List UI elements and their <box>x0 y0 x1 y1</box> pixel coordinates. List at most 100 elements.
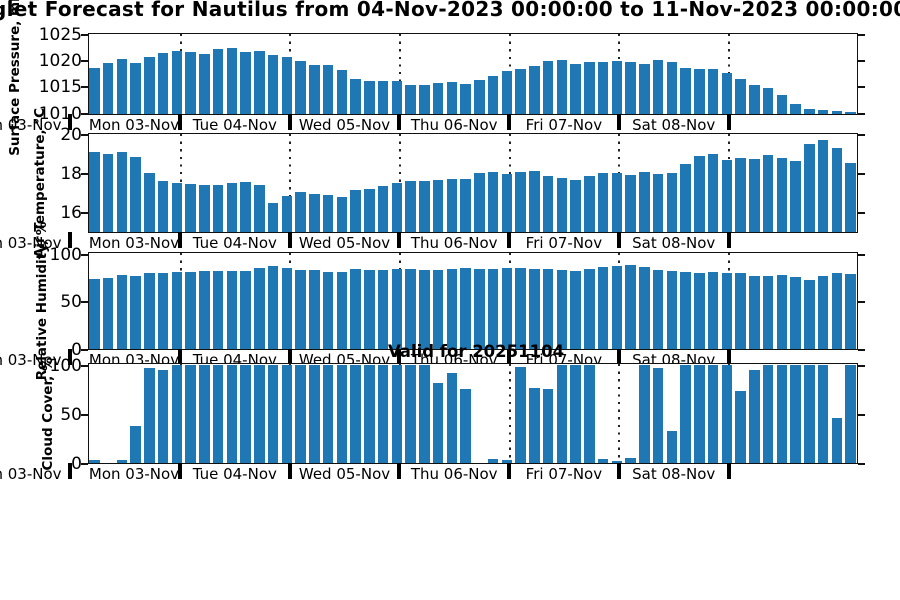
bar <box>309 364 320 463</box>
bar <box>611 461 623 463</box>
bar <box>281 56 293 114</box>
bar <box>322 271 334 349</box>
day-boundary-tick <box>726 232 731 248</box>
bar <box>267 202 279 232</box>
y-axis-tick <box>81 112 88 115</box>
bar <box>804 364 815 463</box>
bar <box>721 364 733 463</box>
bar <box>584 176 595 232</box>
bar <box>749 159 760 232</box>
y-axis-tick <box>858 349 865 351</box>
bar <box>625 458 636 463</box>
bar <box>611 173 623 232</box>
bar <box>157 369 169 463</box>
bar <box>460 83 471 114</box>
bar <box>419 181 430 232</box>
bar <box>735 272 746 349</box>
x-day-label: Tue 04-Nov <box>192 465 277 483</box>
bar <box>749 275 760 349</box>
bar <box>254 51 265 114</box>
bar <box>295 191 306 232</box>
bar <box>171 364 183 463</box>
y-tick-label: 100 <box>49 355 82 376</box>
bar <box>556 178 568 232</box>
day-boundary-tick <box>397 349 402 365</box>
y-axis-tick <box>858 133 865 136</box>
bar <box>199 53 210 114</box>
bar <box>515 69 526 114</box>
bar <box>542 269 554 349</box>
bar <box>749 85 760 114</box>
bar <box>556 364 568 463</box>
bar <box>817 109 829 114</box>
bar <box>529 387 540 463</box>
x-day-label: Fri 07-Nov <box>525 234 603 252</box>
bar <box>171 182 183 232</box>
bar <box>776 95 788 114</box>
bar <box>377 185 389 232</box>
x-day-label: Mon 03-Nov <box>88 234 180 252</box>
bar <box>336 364 348 463</box>
bar <box>144 173 155 232</box>
bar <box>350 189 361 232</box>
y-tick-label: 1025 <box>38 24 82 45</box>
bar <box>144 57 155 114</box>
y-tick-label: 1015 <box>38 77 82 98</box>
bar <box>102 62 114 114</box>
bar <box>542 389 554 463</box>
bar <box>336 196 348 232</box>
bar <box>776 274 788 349</box>
y-axis-tick <box>81 349 88 351</box>
bar <box>199 184 210 232</box>
bar <box>625 175 636 232</box>
y-axis-tick <box>858 301 865 304</box>
bar <box>529 65 540 114</box>
y-axis-tick <box>858 413 865 416</box>
bar <box>680 67 691 114</box>
bar <box>611 266 623 349</box>
y-axis-tick <box>858 364 865 367</box>
bar <box>749 369 760 463</box>
bar <box>309 65 320 114</box>
bar <box>446 179 458 232</box>
bar <box>212 270 224 349</box>
bar <box>89 151 100 232</box>
x-day-label: Fri 07-Nov <box>525 465 603 483</box>
bar <box>267 266 279 349</box>
day-boundary-tick <box>726 463 731 479</box>
bar <box>487 172 499 232</box>
bar <box>240 182 251 232</box>
bar <box>652 174 664 232</box>
bar <box>707 364 719 463</box>
bar <box>487 75 499 114</box>
bar <box>391 269 403 349</box>
bar <box>790 364 801 463</box>
bar <box>845 163 856 232</box>
y-axis-tick <box>858 173 865 176</box>
bar <box>350 78 361 114</box>
y-axis-label-cloud-cover: Cloud Cover, % <box>40 357 56 470</box>
day-boundary-gridline <box>179 134 182 231</box>
bar <box>432 82 444 114</box>
y-axis-tick <box>858 253 865 256</box>
bar <box>501 174 513 232</box>
bar <box>130 425 141 463</box>
day-boundary-gridline <box>398 34 401 113</box>
bar <box>501 460 513 463</box>
bar <box>350 269 361 349</box>
bar <box>295 61 306 114</box>
subplot-temperature-axes <box>88 133 858 233</box>
subplot-cloud-cover-axes <box>88 363 858 464</box>
y-axis-tick <box>81 86 88 89</box>
y-tick-label: 20 <box>60 124 82 145</box>
bar <box>212 184 224 232</box>
bar <box>281 195 293 232</box>
bar <box>267 54 279 114</box>
bar <box>199 364 210 463</box>
y-axis-tick <box>858 60 865 63</box>
x-day-label: Sat 08-Nov <box>632 465 716 483</box>
day-boundary-tick <box>726 349 731 365</box>
y-tick-label: 50 <box>60 292 82 313</box>
day-boundary-tick <box>177 232 183 248</box>
